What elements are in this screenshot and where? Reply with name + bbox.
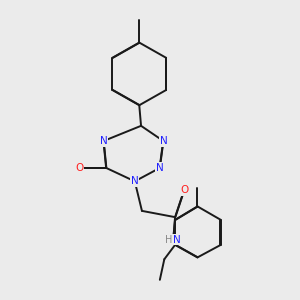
Text: O: O xyxy=(75,163,83,173)
Text: H: H xyxy=(165,235,172,244)
Text: N: N xyxy=(156,163,164,173)
Text: N: N xyxy=(160,136,167,146)
Text: N: N xyxy=(100,136,107,146)
Text: N: N xyxy=(172,235,180,244)
Text: O: O xyxy=(180,185,188,195)
Text: N: N xyxy=(131,176,139,186)
